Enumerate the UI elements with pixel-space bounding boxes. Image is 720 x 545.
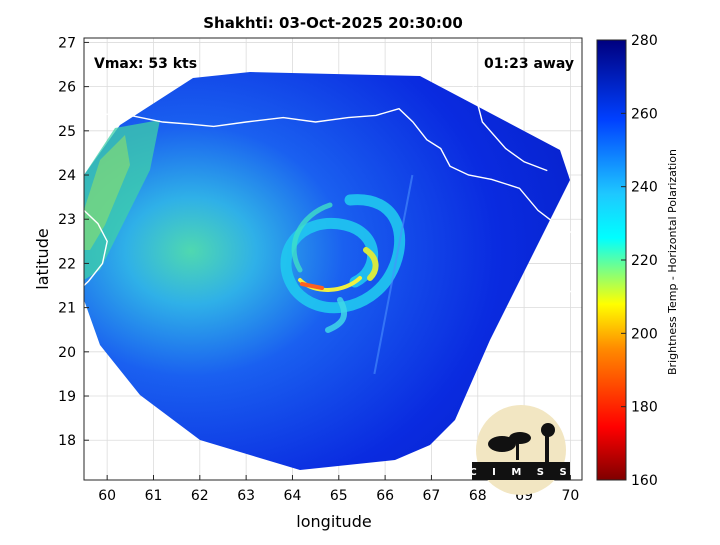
- x-tick-label: 64: [284, 488, 302, 504]
- logo-tower: [545, 435, 549, 463]
- colorbar-ticks: 160 180 200 220 240 260 280: [621, 33, 658, 489]
- y-axis-ticks: 18 19 20 21 22 23 24 25 26 27: [58, 35, 89, 449]
- colorbar-tick-label: 240: [631, 180, 658, 196]
- y-tick-label: 27: [58, 35, 76, 51]
- y-tick-label: 21: [58, 301, 76, 317]
- y-axis-title: latitude: [33, 228, 52, 289]
- x-axis-ticks: 60 61 62 63 64 65 66 67 68 69 70: [98, 475, 579, 504]
- x-tick-label: 63: [237, 488, 255, 504]
- colorbar-title: Brightness Temp - Horizontal Polarizatio…: [666, 149, 679, 375]
- y-tick-label: 26: [58, 80, 76, 96]
- axes-frame: [83, 37, 583, 481]
- y-tick-label: 23: [58, 212, 76, 228]
- swath-edge-line: [373, 174, 414, 375]
- y-tick-label: 18: [58, 433, 76, 449]
- coastline-segment: [84, 209, 108, 287]
- logo-dish-right: [509, 432, 531, 444]
- x-tick-label: 65: [330, 488, 348, 504]
- colorbar-tick-label: 220: [631, 253, 658, 269]
- coastline-segment: [472, 86, 548, 172]
- coastline-segment: [556, 284, 582, 300]
- y-tick-label: 24: [58, 168, 76, 184]
- coastline-segment: [84, 107, 582, 238]
- logo-tower-top: [541, 423, 555, 437]
- y-tick-label: 25: [58, 124, 76, 140]
- colorbar-tick-label: 160: [631, 473, 658, 489]
- y-tick-label: 19: [58, 389, 76, 405]
- coastline: [84, 86, 582, 300]
- x-tick-label: 61: [145, 488, 163, 504]
- satellite-swath: [84, 72, 570, 470]
- logo-base: [472, 462, 570, 480]
- cimss-logo: C I M S S: [469, 405, 572, 495]
- colorbar-tick-label: 260: [631, 106, 658, 122]
- colorbar-tick-label: 280: [631, 33, 658, 49]
- x-axis-title: longitude: [296, 512, 371, 531]
- logo-dish-left: [488, 436, 516, 452]
- logo-disc: [476, 405, 566, 495]
- x-tick-label: 70: [562, 488, 580, 504]
- x-tick-label: 60: [98, 488, 116, 504]
- y-tick-label: 20: [58, 345, 76, 361]
- logo-mast: [516, 440, 519, 460]
- vmax-annotation: Vmax: 53 kts: [94, 56, 197, 72]
- x-tick-label: 68: [469, 488, 487, 504]
- chart-title: Shakhti: 03-Oct-2025 20:30:00: [203, 14, 463, 32]
- logo-text: C I M S S: [469, 467, 572, 478]
- x-tick-label: 62: [191, 488, 209, 504]
- colorbar-tick-label: 180: [631, 400, 658, 416]
- time-away-annotation: 01:23 away: [484, 56, 574, 72]
- y-tick-label: 22: [58, 256, 76, 272]
- x-tick-label: 66: [376, 488, 394, 504]
- x-tick-label: 67: [423, 488, 441, 504]
- colorbar-tick-label: 200: [631, 326, 658, 342]
